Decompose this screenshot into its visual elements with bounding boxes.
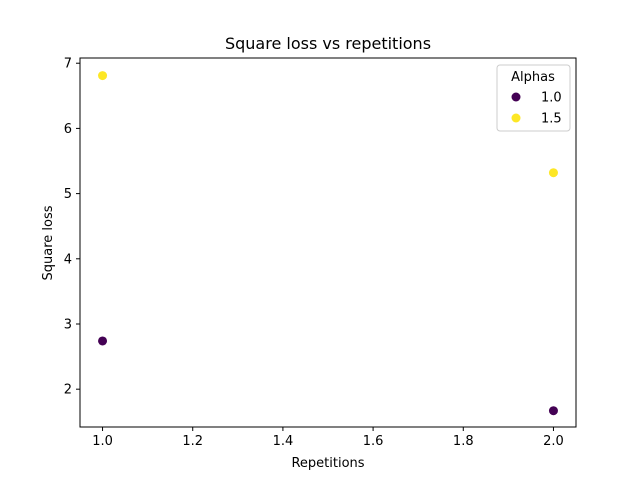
scatter-point-series-1.0 <box>548 406 558 416</box>
legend-entries: 1.01.5 <box>511 91 562 127</box>
y-axis-ticks: 2 3 4 5 6 7 <box>64 57 80 398</box>
x-axis-label: Repetitions <box>291 456 364 471</box>
y-tick-label: 4 <box>64 252 72 267</box>
y-tick-label: 5 <box>64 187 72 202</box>
y-axis-label: Square loss <box>41 205 56 280</box>
legend-marker <box>511 92 521 102</box>
scatter-point-series-1.5 <box>98 71 108 81</box>
data-points <box>98 71 558 416</box>
y-tick-label: 3 <box>64 317 72 332</box>
legend-entry-label: 1.5 <box>541 112 562 127</box>
legend-marker <box>511 113 521 123</box>
scatter-point-series-1.5 <box>548 168 558 178</box>
scatter-point-series-1.0 <box>98 336 108 346</box>
chart-title: Square loss vs repetitions <box>225 34 431 53</box>
x-tick-label: 1.8 <box>453 434 474 449</box>
y-tick-label: 2 <box>64 383 72 398</box>
legend: Alphas 1.01.5 <box>496 64 571 132</box>
x-axis-ticks: 1.0 1.2 1.4 1.6 1.8 2.0 <box>92 427 564 449</box>
legend-title: Alphas <box>511 70 555 85</box>
plot-frame <box>79 57 577 428</box>
x-tick-label: 2.0 <box>543 434 564 449</box>
plot-area <box>79 57 577 428</box>
x-tick-label: 1.2 <box>182 434 203 449</box>
legend-entry-label: 1.0 <box>541 91 562 106</box>
y-tick-label: 6 <box>64 122 72 137</box>
y-tick-label: 7 <box>64 57 72 72</box>
x-tick-label: 1.6 <box>363 434 384 449</box>
x-tick-label: 1.0 <box>92 434 113 449</box>
x-tick-label: 1.4 <box>273 434 294 449</box>
